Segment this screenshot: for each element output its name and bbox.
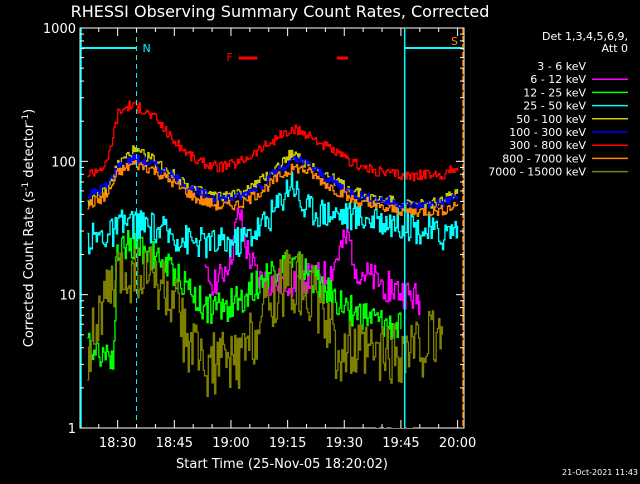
plot-border [79, 27, 465, 429]
night-flag-label: N [143, 42, 151, 55]
legend-label: 12 - 25 keV [523, 86, 586, 99]
x-tick-label: 19:30 [326, 436, 363, 451]
chart-title: RHESSI Observing Summary Count Rates, Co… [71, 2, 490, 21]
y-tick-label: 10 [59, 289, 76, 304]
plot-frame [79, 27, 465, 429]
y-axis-label-part: ) [22, 109, 37, 114]
series-line [87, 100, 459, 182]
legend-label: 300 - 800 keV [509, 139, 586, 152]
legend-label: 7000 - 15000 keV [488, 166, 586, 179]
legend-label: 800 - 7000 keV [502, 152, 586, 165]
y-axis-ticks: 1 10 100 1000 [43, 22, 464, 437]
series-line [87, 171, 459, 259]
x-axis-ticks: 18:30 18:45 19:00 19:15 19:30 19:45 20:00 [98, 28, 476, 451]
y-axis-label-part: Corrected Count Rate (s [22, 191, 37, 348]
series-layer [87, 100, 459, 429]
flag-layer: N S F [80, 28, 464, 428]
x-axis-label: Start Time (25-Nov-05 18:20:02) [176, 457, 388, 472]
series-line [87, 159, 459, 218]
footer-date: 21-Oct-2021 11:43 [562, 468, 638, 477]
x-tick-label: 19:15 [269, 436, 306, 451]
y-axis-label-sup: -1 [21, 182, 31, 191]
x-tick-label: 18:45 [156, 436, 193, 451]
legend-label: 25 - 50 keV [523, 100, 586, 113]
legend-label: 50 - 100 keV [516, 113, 586, 126]
legend-header: Det 1,3,4,5,6,9, [542, 30, 628, 43]
x-tick-label: 19:45 [382, 436, 419, 451]
x-tick-label: 20:00 [439, 436, 476, 451]
legend-label: 100 - 300 keV [509, 126, 586, 139]
y-axis-label-sup: -1 [21, 114, 31, 123]
y-axis-label: Corrected Count Rate (s-1 detector-1) [21, 109, 37, 347]
series-line [87, 246, 444, 398]
legend-header: Att 0 [602, 42, 628, 55]
x-tick-label: 18:30 [99, 436, 136, 451]
y-axis-label-part: detector [22, 122, 37, 182]
legend-label: 6 - 12 keV [530, 73, 586, 86]
x-tick-label: 19:00 [212, 436, 249, 451]
y-tick-label: 1 [68, 422, 76, 437]
series-line [87, 230, 402, 370]
y-tick-label: 100 [51, 155, 76, 170]
saa-flag-label: S [451, 35, 458, 48]
legend-label: 3 - 6 keV [537, 60, 586, 73]
flare-flag-label: F [227, 51, 233, 64]
y-tick-label: 1000 [43, 22, 76, 37]
